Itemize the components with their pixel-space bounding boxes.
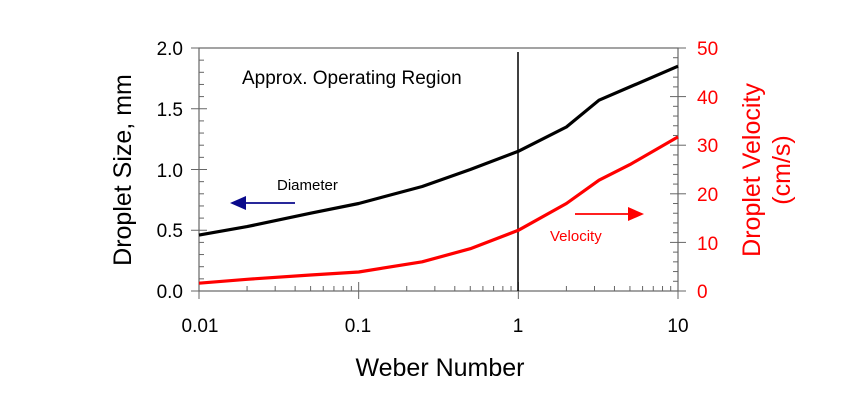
y-axis-title: Droplet Size, mm bbox=[109, 74, 137, 266]
y-right-tick-label: 40 bbox=[697, 88, 718, 109]
y-right-tick-label: 30 bbox=[697, 136, 718, 157]
velocity-curve bbox=[198, 135, 679, 285]
y-tick-label: 1.5 bbox=[157, 100, 183, 121]
y-tick-label: 0.0 bbox=[157, 282, 183, 303]
left-axis-tick-labels: 0.0 0.5 1.0 1.5 2.0 bbox=[157, 39, 183, 303]
plot-frame bbox=[198, 47, 679, 292]
diameter-label: Diameter bbox=[277, 177, 338, 194]
x-tick-label: 1 bbox=[513, 316, 524, 337]
x-axis-tick-labels: 0.01 0.1 1 10 bbox=[182, 316, 689, 337]
diameter-curve bbox=[198, 64, 679, 237]
y-tick-label: 2.0 bbox=[157, 39, 183, 60]
y-right-axis-title-line2: (cm/s) bbox=[768, 135, 796, 204]
y-right-tick-label: 50 bbox=[697, 39, 718, 60]
left-arrow-icon bbox=[230, 196, 295, 210]
operating-region-label: Approx. Operating Region bbox=[242, 68, 462, 89]
x-tick-label: 0.1 bbox=[345, 316, 371, 337]
y-right-tick-label: 20 bbox=[697, 185, 718, 206]
x-tick-label: 0.01 bbox=[182, 316, 219, 337]
x-axis-title: Weber Number bbox=[355, 354, 524, 382]
y-right-axis-title-line1: Droplet Velocity bbox=[738, 83, 766, 257]
y-right-tick-label: 0 bbox=[697, 282, 708, 303]
velocity-label: Velocity bbox=[550, 228, 602, 245]
y-tick-label: 0.5 bbox=[157, 221, 183, 242]
y-tick-label: 1.0 bbox=[157, 161, 183, 182]
x-tick-label: 10 bbox=[667, 316, 688, 337]
minor-ticks bbox=[191, 47, 686, 299]
right-axis-tick-labels: 0 10 20 30 40 50 bbox=[697, 39, 718, 303]
y-right-tick-label: 10 bbox=[697, 234, 718, 255]
right-arrow-icon bbox=[575, 207, 644, 221]
